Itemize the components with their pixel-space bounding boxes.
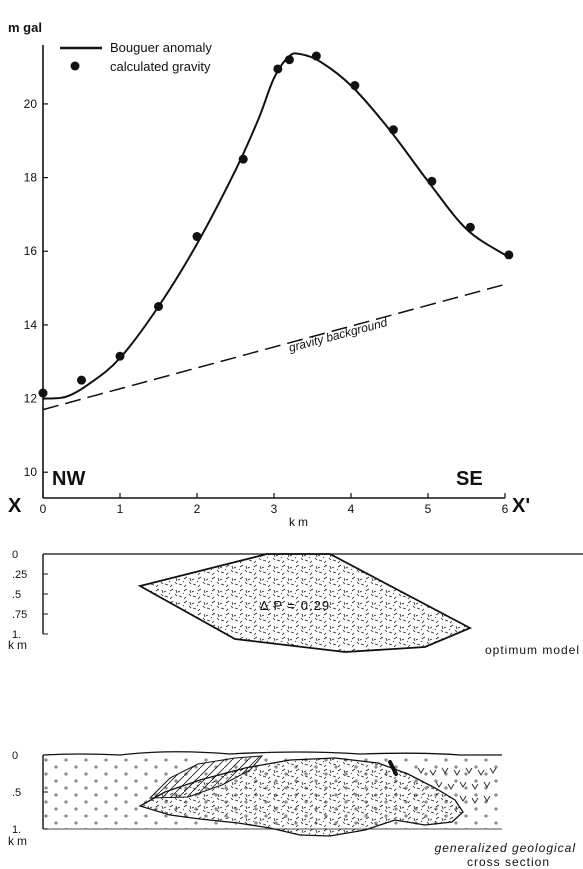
x-ticks: 0 1 2 3 4 5 6 [40, 493, 509, 516]
gravity-background-label: gravity background [287, 315, 389, 355]
x-tick-label: 5 [425, 502, 432, 516]
geology-depth-ticks: 0 .5 1. [12, 750, 48, 836]
surface-profile [42, 751, 502, 756]
geology-caption-line1: generalized geological [435, 841, 576, 855]
y-tick-label: 18 [24, 171, 38, 185]
x-tick-label: 6 [502, 502, 509, 516]
calculated-gravity-point [192, 232, 202, 242]
model-depth-label: .25 [12, 569, 27, 581]
x-tick-label: 2 [194, 502, 201, 516]
calculated-gravity-point [427, 176, 437, 186]
calculated-gravity-points [38, 51, 514, 398]
calculated-gravity-point [284, 55, 294, 65]
y-unit-label: m gal [8, 20, 42, 35]
x-tick-label: 3 [271, 502, 278, 516]
y-tick-label: 14 [24, 318, 38, 332]
model-depth-ticks: 0 .25 .5 .75 1. [12, 549, 48, 641]
legend: Bouguer anomaly calculated gravity [60, 40, 212, 74]
bouguer-anomaly-line [42, 52, 506, 400]
calculated-gravity-point [504, 250, 514, 260]
calculated-gravity-point [38, 388, 48, 398]
model-body [137, 553, 473, 653]
geology-depth-label: .5 [12, 787, 21, 799]
calculated-gravity-point [115, 351, 125, 361]
geology-caption-line2: cross section [467, 855, 550, 869]
legend-dot-marker [70, 61, 80, 71]
y-tick-label: 12 [24, 392, 38, 406]
calculated-gravity-point [350, 81, 360, 91]
nw-label: NW [52, 468, 85, 490]
x-axis-label: km [289, 515, 311, 529]
calculated-gravity-point [238, 154, 248, 164]
calculated-gravity-point [77, 375, 86, 385]
geological-section: 0 .5 1. km generalized geological cross se… [8, 750, 576, 869]
calculated-gravity-point [388, 125, 398, 135]
model-depth-unit: km [8, 638, 30, 652]
model-depth-label: .5 [12, 589, 21, 601]
x-left-label: X [8, 495, 22, 517]
calculated-gravity-point [465, 222, 475, 232]
legend-label-calculated: calculated gravity [110, 59, 211, 74]
x-tick-label: 1 [117, 502, 124, 516]
model-depth-label: .75 [12, 609, 27, 621]
y-ticks: 10 12 14 16 18 20 [24, 97, 48, 479]
se-label: SE [456, 468, 483, 490]
x-tick-label: 0 [40, 502, 47, 516]
v-pattern-unit [417, 767, 497, 804]
intrusive-body [138, 757, 464, 837]
optimum-model-section: 0 .25 .5 .75 1. km Δ P = 0.29 optimum model [8, 549, 583, 657]
x-tick-label: 4 [348, 502, 355, 516]
x-right-label: X' [512, 495, 530, 517]
geology-depth-unit: km [8, 834, 30, 848]
y-tick-label: 16 [24, 244, 38, 258]
optimum-model-caption: optimum model [485, 643, 580, 657]
calculated-gravity-point [273, 64, 283, 74]
calculated-gravity-point [154, 301, 163, 311]
dike-marker [388, 760, 398, 776]
geology-depth-label: 0 [12, 750, 18, 762]
legend-label-bouguer: Bouguer anomaly [110, 40, 212, 55]
density-contrast-label: Δ P = 0.29 [260, 598, 330, 613]
calculated-gravity-point [311, 51, 321, 61]
y-tick-label: 20 [24, 97, 38, 111]
model-depth-label: 1. [12, 629, 21, 641]
y-tick-label: 10 [24, 465, 38, 479]
gravity-background-line [42, 283, 506, 411]
geology-depth-label: 1. [12, 824, 21, 836]
model-depth-label: 0 [12, 549, 18, 561]
